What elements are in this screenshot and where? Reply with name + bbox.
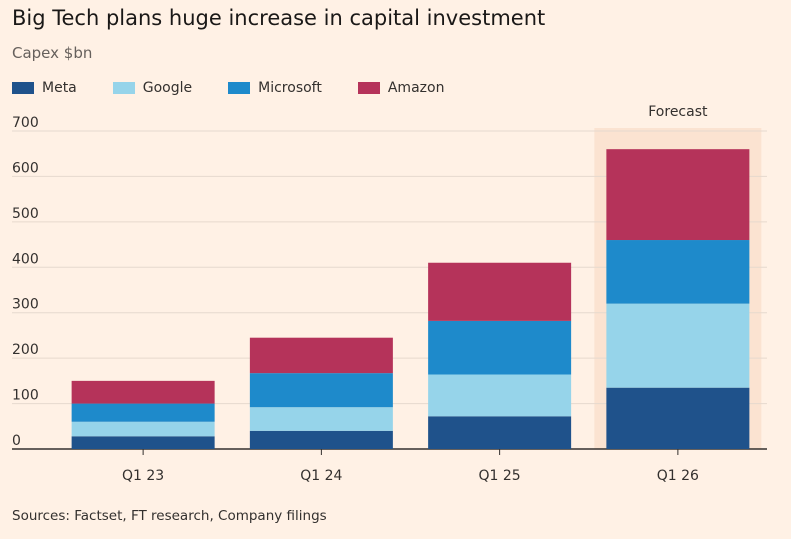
y-tick-label: 700 [12, 115, 39, 131]
bar-amazon-q1-24 [249, 337, 393, 374]
legend-label-amazon: Amazon [387, 80, 445, 96]
bar-google-q1-23 [71, 421, 215, 437]
y-tick-label: 500 [12, 206, 39, 222]
legend: Meta Google Microsoft Amazon [12, 80, 480, 96]
forecast-label: Forecast [648, 104, 708, 120]
bar-meta-q1-23 [71, 436, 215, 449]
legend-swatch-google [112, 82, 135, 94]
legend-swatch-meta [12, 82, 34, 94]
y-tick-label: 200 [12, 342, 39, 358]
legend-item-google: Google [112, 80, 193, 96]
legend-item-meta: Meta [12, 80, 77, 96]
x-tick-label: Q1 23 [122, 468, 164, 484]
y-tick-label: 0 [12, 433, 21, 449]
y-tick-label: 600 [12, 160, 39, 176]
chart-subtitle: Capex $bn [12, 44, 93, 62]
legend-item-amazon: Amazon [357, 80, 445, 96]
bar-google-q1-25 [428, 374, 572, 417]
bar-microsoft-q1-25 [428, 320, 572, 375]
bar-amazon-q1-23 [71, 380, 215, 404]
bar-meta-q1-24 [249, 430, 393, 449]
x-tick-label: Q1 26 [657, 468, 699, 484]
bar-amazon-q1-25 [428, 262, 572, 321]
y-tick-label: 400 [12, 251, 39, 267]
bar-microsoft-q1-26 [606, 240, 750, 304]
legend-swatch-amazon [357, 82, 380, 94]
y-tick-label: 300 [12, 297, 39, 313]
bar-meta-q1-26 [606, 387, 750, 449]
legend-label-microsoft: Microsoft [258, 80, 322, 96]
bar-microsoft-q1-23 [71, 403, 215, 422]
legend-label-meta: Meta [42, 80, 77, 96]
legend-swatch-microsoft [228, 82, 251, 94]
bar-google-q1-24 [249, 407, 393, 431]
y-tick-label: 100 [12, 388, 39, 404]
source-note: Sources: Factset, FT research, Company f… [12, 508, 327, 524]
x-tick-label: Q1 25 [479, 468, 521, 484]
bar-microsoft-q1-24 [249, 373, 393, 408]
chart-title: Big Tech plans huge increase in capital … [12, 6, 546, 30]
legend-item-microsoft: Microsoft [228, 80, 322, 96]
bar-google-q1-26 [606, 303, 750, 388]
x-tick-label: Q1 24 [300, 468, 342, 484]
bar-meta-q1-25 [428, 416, 572, 449]
legend-label-google: Google [142, 80, 193, 96]
bar-amazon-q1-26 [606, 149, 750, 241]
